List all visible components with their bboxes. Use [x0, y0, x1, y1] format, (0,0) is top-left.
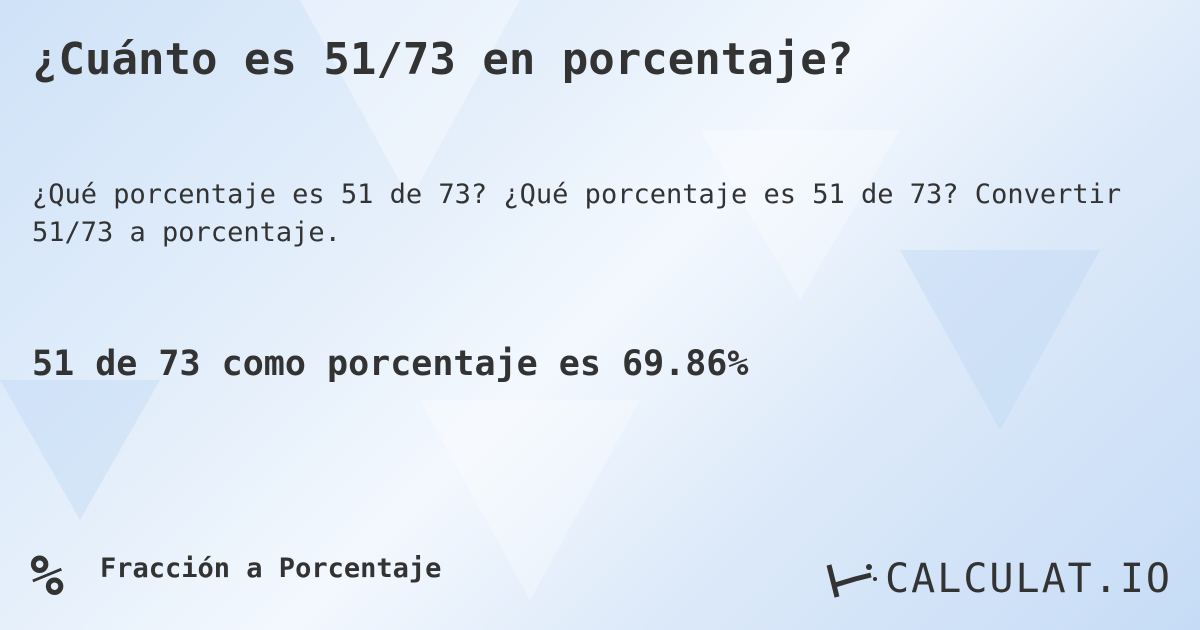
category-link[interactable]: Fracción a Porcentaje: [100, 553, 442, 584]
logo-text: CALCULAT.IO: [885, 556, 1172, 602]
description: ¿Qué porcentaje es 51 de 73? ¿Qué porcen…: [32, 179, 1122, 248]
magic-wand-hand-icon: [826, 564, 878, 598]
logo[interactable]: CALCULAT.IO: [825, 556, 1172, 602]
page-title: ¿Cuánto es 51/73 en porcentaje?: [32, 34, 854, 85]
percent-icon: %: [30, 544, 64, 609]
result-text: 51 de 73 como porcentaje es 69.86%: [32, 344, 749, 384]
